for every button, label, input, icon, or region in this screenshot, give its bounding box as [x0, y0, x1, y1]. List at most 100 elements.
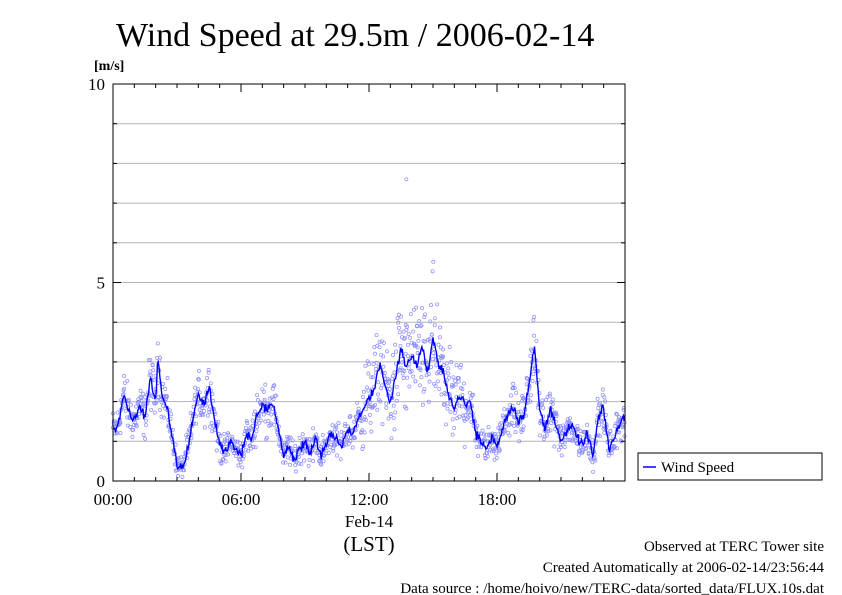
data-point [438, 335, 442, 340]
data-point [516, 401, 521, 406]
data-point [429, 332, 434, 337]
data-point [405, 324, 410, 329]
data-point [252, 434, 257, 439]
data-point [558, 443, 563, 448]
data-point [467, 390, 472, 395]
data-point [606, 453, 611, 458]
data-point [307, 457, 312, 462]
data-point [397, 325, 401, 330]
data-point [520, 428, 525, 432]
data-point [376, 380, 381, 385]
data-point [352, 419, 357, 424]
data-point [176, 456, 181, 460]
data-point [394, 349, 398, 354]
data-point [475, 423, 480, 428]
data-point [365, 359, 370, 364]
data-point [393, 342, 398, 347]
data-point [608, 428, 613, 433]
data-point [126, 399, 131, 404]
data-point [433, 384, 438, 389]
data-point [612, 445, 617, 450]
data-point [521, 424, 526, 429]
data-point [115, 410, 120, 415]
data-point [427, 379, 432, 384]
x-tick-label: 06:00 [222, 490, 261, 509]
data-point [245, 421, 250, 425]
data-point [458, 365, 463, 370]
data-point [441, 402, 446, 407]
data-point [288, 462, 292, 467]
data-point [436, 370, 441, 374]
data-point [556, 447, 561, 452]
data-point [576, 452, 581, 457]
data-point [226, 432, 231, 437]
data-point [128, 402, 133, 407]
data-point [559, 445, 563, 449]
data-point [503, 429, 507, 434]
data-point [398, 343, 403, 348]
data-point [158, 355, 162, 360]
data-point [597, 434, 602, 439]
data-point [152, 378, 157, 382]
data-point [360, 447, 365, 451]
x-tick-label: 18:00 [478, 490, 517, 509]
data-point [397, 330, 402, 335]
data-point [223, 459, 228, 464]
data-point [531, 318, 536, 323]
legend-box [637, 452, 823, 481]
data-point [445, 406, 450, 411]
data-point [163, 386, 168, 391]
data-point [482, 432, 487, 437]
data-point [413, 379, 418, 384]
data-point [415, 345, 420, 350]
series-line-wind-speed [113, 337, 626, 471]
data-point [449, 360, 454, 365]
data-point [417, 383, 422, 388]
data-point [441, 363, 446, 368]
data-point [250, 423, 255, 428]
data-point [362, 415, 367, 420]
data-point [434, 363, 439, 368]
data-point [294, 459, 299, 464]
data-point [510, 386, 515, 391]
data-point [165, 376, 170, 380]
data-point [460, 387, 465, 392]
data-point [386, 384, 391, 388]
data-point [541, 405, 546, 410]
data-point [547, 393, 552, 398]
data-point [591, 469, 596, 474]
data-point [364, 407, 369, 412]
data-point [467, 413, 472, 418]
data-point [512, 423, 516, 428]
data-point [590, 438, 595, 443]
data-point [272, 422, 277, 427]
data-point [283, 460, 288, 465]
data-point [457, 403, 462, 408]
data-point [311, 426, 316, 431]
data-point [404, 406, 409, 411]
data-point [281, 460, 286, 465]
data-point [585, 422, 590, 427]
data-point [592, 456, 597, 460]
data-point [257, 414, 262, 419]
data-point [260, 409, 265, 414]
data-point [293, 469, 298, 474]
data-point [143, 418, 148, 423]
data-point [382, 340, 386, 345]
data-point [465, 410, 470, 415]
data-point [202, 425, 207, 430]
data-point [382, 371, 387, 375]
data-point [196, 368, 201, 373]
data-point [580, 449, 585, 454]
data-point [251, 445, 256, 449]
data-point [470, 393, 475, 398]
data-point [395, 316, 400, 321]
data-point [400, 360, 404, 365]
data-point [467, 410, 472, 415]
data-point [447, 375, 451, 380]
data-point [423, 312, 428, 317]
data-point [149, 407, 154, 412]
data-point [363, 363, 368, 368]
data-point [404, 327, 409, 332]
data-point [143, 436, 148, 441]
